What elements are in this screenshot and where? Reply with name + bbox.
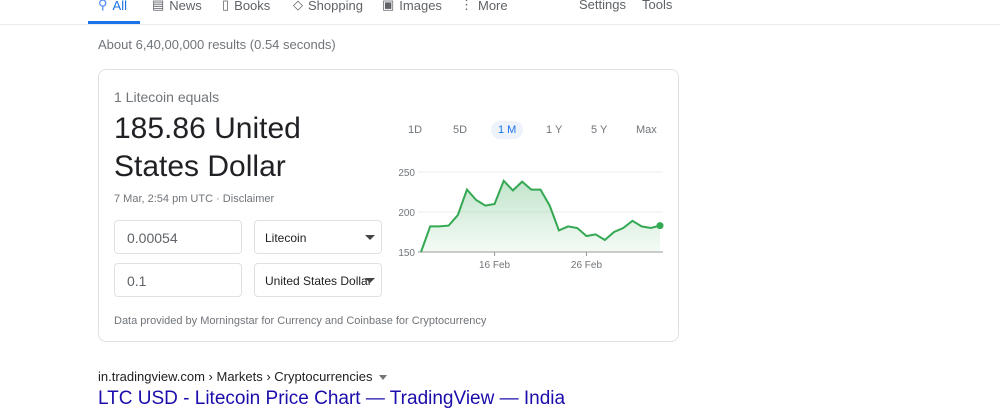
dropdown-arrow-icon [365, 278, 375, 283]
tab-all[interactable]: ⚲ All [98, 0, 127, 13]
search-icon: ⚲ [98, 0, 108, 12]
news-icon: ▤ [152, 0, 165, 12]
equals-label: 1 Litecoin equals [114, 89, 220, 105]
tab-images[interactable]: ▣ Images [382, 0, 442, 13]
range-5y[interactable]: 5 Y [591, 124, 608, 136]
to-amount-input[interactable]: 0.1 [114, 263, 242, 297]
price-line [420, 178, 661, 253]
image-icon: ▣ [382, 0, 395, 12]
result-title-link[interactable]: LTC USD - Litecoin Price Chart — Trading… [98, 388, 566, 409]
tab-shopping[interactable]: ◇ Shopping [293, 0, 363, 13]
timestamp-disclaimer[interactable]: 7 Mar, 2:54 pm UTC · Disclaimer [114, 193, 275, 205]
price-chart[interactable]: 150 200 250 16 Feb 26 Feb [379, 165, 669, 275]
result-stats: About 6,40,00,000 results (0.54 seconds) [98, 37, 336, 52]
x-tick-label: 16 Feb [479, 260, 511, 271]
range-1m[interactable]: 1 M [491, 121, 524, 139]
dropdown-arrow-icon[interactable] [378, 375, 387, 381]
from-currency-select[interactable]: Litecoin [254, 220, 382, 254]
tab-more[interactable]: ⋮ More [460, 0, 508, 13]
tools-button[interactable]: Tools [642, 0, 673, 12]
tag-icon: ◇ [293, 0, 303, 12]
price-area [421, 180, 660, 252]
y-tick-label: 200 [398, 208, 415, 219]
converted-value: 185.86 United States Dollar [114, 112, 301, 183]
x-tick-label: 26 Feb [571, 260, 603, 271]
data-point [656, 222, 664, 230]
range-max[interactable]: Max [636, 124, 657, 136]
settings-button[interactable]: Settings [579, 0, 626, 12]
range-1d[interactable]: 1D [408, 124, 423, 136]
to-currency-select[interactable]: United States Dollar [254, 263, 382, 297]
from-amount-input[interactable]: 0.00054 [114, 220, 242, 254]
data-source: Data provided by Morningstar for Currenc… [114, 315, 487, 327]
more-vert-icon: ⋮ [460, 0, 473, 12]
search-tabs: ⚲ All ▤ News ▯ Books ◇ Shopping ▣ Images ⋮ Mor… [0, 0, 1000, 25]
tab-news[interactable]: ▤ News [152, 0, 202, 13]
book-icon: ▯ [222, 0, 230, 12]
y-tick-label: 250 [398, 168, 415, 179]
y-tick-label: 150 [398, 248, 415, 259]
range-1y[interactable]: 1 Y [546, 124, 563, 136]
active-tab-indicator [88, 21, 140, 24]
result-cite[interactable]: in.tradingview.com › Markets › Cryptocur… [98, 369, 387, 384]
currency-converter-card: 1 Litecoin equals 185.86 United States D… [98, 69, 679, 342]
tab-books[interactable]: ▯ Books [222, 0, 270, 13]
dropdown-arrow-icon [365, 235, 375, 240]
range-5d[interactable]: 5D [453, 124, 468, 136]
